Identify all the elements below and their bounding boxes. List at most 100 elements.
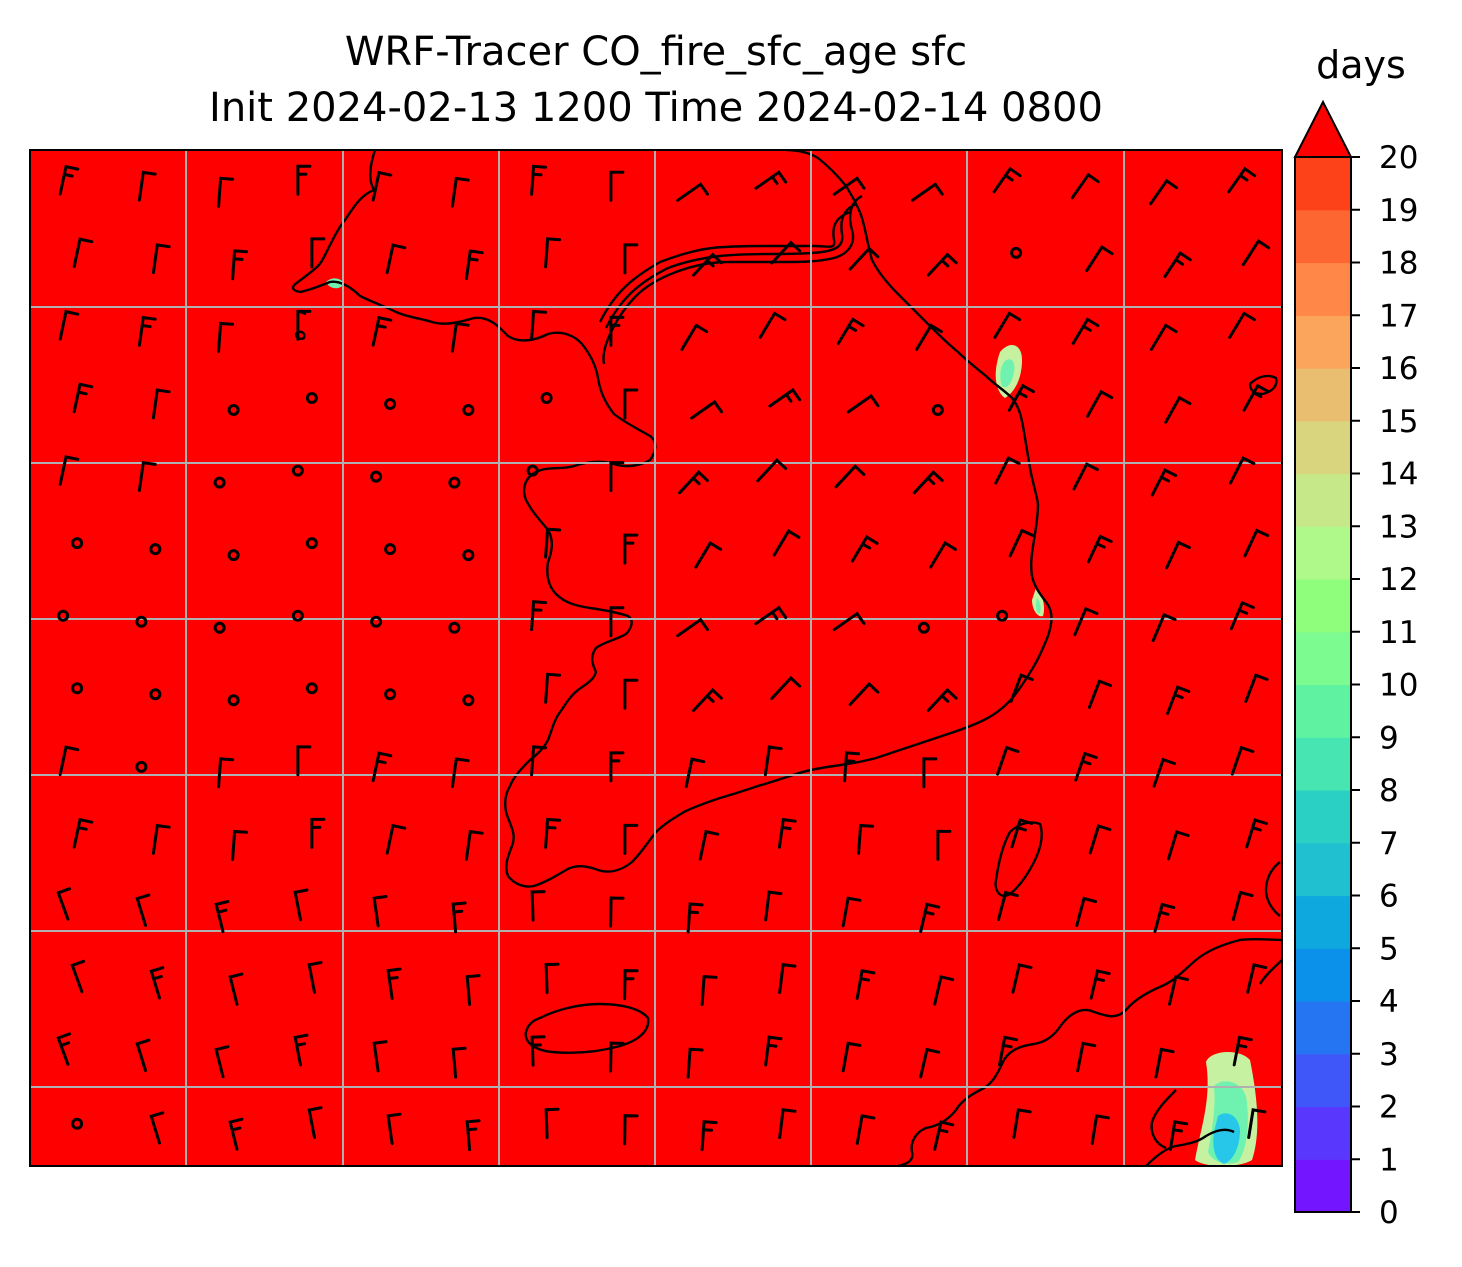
wind-barb — [926, 252, 958, 277]
wind-barb — [623, 243, 639, 275]
wind-barb — [1228, 311, 1256, 339]
wind-barb-calm — [370, 615, 383, 628]
wind-barb — [1154, 1047, 1175, 1079]
wind-barb — [623, 678, 639, 710]
wind-barb — [296, 745, 312, 777]
wind-barbs — [56, 164, 1271, 1152]
wind-barb — [1242, 383, 1270, 412]
colorbar-band — [1295, 631, 1351, 686]
wind-barb — [843, 751, 861, 783]
wind-barb — [929, 541, 957, 569]
wind-barb — [700, 975, 718, 1006]
wind-barb — [544, 237, 562, 269]
wind-barb — [530, 309, 548, 341]
wind-barb — [933, 1120, 955, 1151]
wind-barb — [919, 902, 941, 934]
wind-barb — [754, 170, 788, 190]
wind-barb-calm — [305, 537, 318, 550]
wind-barb — [1086, 389, 1114, 418]
wind-barb — [841, 896, 862, 928]
wind-barb — [72, 817, 94, 849]
colorbar-tick-label: 19 — [1379, 193, 1418, 229]
coastlines — [291, 150, 1282, 1166]
wind-barb — [919, 1047, 941, 1079]
wind-barb — [450, 757, 470, 789]
wind-barb — [544, 817, 562, 849]
wind-barb-calm — [540, 392, 553, 404]
colorbar-band — [1295, 842, 1351, 897]
wind-barb-calm — [291, 609, 304, 622]
wind-barb — [137, 315, 157, 347]
wind-barb — [993, 311, 1022, 339]
wind-barb — [922, 757, 938, 789]
wind-barb — [1074, 751, 1098, 782]
wind-barb — [307, 1106, 323, 1139]
wind-barb — [772, 529, 801, 557]
wind-barb — [764, 890, 783, 922]
wind-barb — [770, 675, 802, 700]
wind-barb — [1010, 818, 1034, 849]
wind-barb — [915, 323, 943, 351]
wind-barb-calm — [917, 621, 930, 634]
wind-barb — [1167, 830, 1190, 861]
wind-barb — [1164, 395, 1192, 424]
wind-barb-calm — [71, 537, 84, 550]
colorbar-tick-label: 11 — [1379, 615, 1418, 651]
wind-barb — [676, 182, 709, 202]
wind-barb — [778, 1108, 797, 1140]
wind-barb — [841, 1041, 862, 1073]
wind-barb — [997, 890, 1019, 921]
wind-barb — [768, 387, 802, 408]
wind-barb — [832, 611, 866, 632]
wind-barb-calm — [462, 549, 475, 562]
wind-barb-calm — [448, 621, 461, 634]
map-title-line-1: WRF-Tracer CO_fire_sfc_age sfc — [344, 29, 968, 75]
wind-barb — [1075, 896, 1098, 927]
wind-barb — [855, 969, 876, 1000]
colorbar-band — [1295, 895, 1351, 949]
wind-barb — [1243, 528, 1270, 558]
wind-barb — [1151, 612, 1177, 643]
colorbar-band — [1295, 157, 1351, 211]
wind-barb — [231, 249, 249, 281]
wind-barb — [530, 1035, 546, 1067]
wind-barb — [778, 963, 797, 994]
wind-barb-calm — [149, 688, 162, 701]
wind-barb — [1087, 679, 1113, 709]
colorbar-band — [1295, 790, 1351, 844]
wind-barb — [623, 1114, 639, 1146]
wind-barb — [58, 455, 80, 486]
colorbar-tick-label: 10 — [1379, 668, 1418, 704]
wind-barb — [1149, 323, 1178, 351]
wind-barb — [214, 1045, 230, 1079]
wind-barb — [58, 309, 80, 341]
wind-barb — [1153, 902, 1176, 933]
wind-barb — [680, 323, 709, 351]
wind-barb-calm — [305, 392, 318, 404]
wind-barb — [609, 896, 625, 928]
colorbar-tick-label: 7 — [1379, 826, 1399, 862]
wind-barb — [857, 823, 875, 855]
wind-barb-calm — [448, 476, 461, 489]
wind-barb — [764, 1035, 783, 1067]
wind-barb — [386, 1112, 402, 1146]
wind-barb — [763, 745, 783, 777]
wind-barb — [1150, 468, 1178, 497]
wind-barb — [1087, 534, 1113, 564]
colorbar-tick-label: 17 — [1379, 298, 1418, 334]
colorbar-tick-label: 2 — [1379, 1090, 1399, 1126]
wind-barb — [310, 817, 326, 849]
wind-barb-calm — [462, 694, 475, 707]
wind-barb — [846, 393, 880, 414]
wind-barb — [996, 745, 1020, 776]
wind-barb — [756, 458, 788, 483]
wind-barb-calm — [71, 1117, 84, 1130]
colorbar-tick-label: 1 — [1379, 1142, 1399, 1178]
wind-barb — [450, 321, 470, 353]
wind-barb — [1247, 1108, 1267, 1139]
wind-barb — [530, 745, 548, 777]
wind-barb — [1073, 606, 1099, 637]
wind-barb-calm — [213, 621, 226, 634]
wind-barb — [692, 252, 723, 277]
